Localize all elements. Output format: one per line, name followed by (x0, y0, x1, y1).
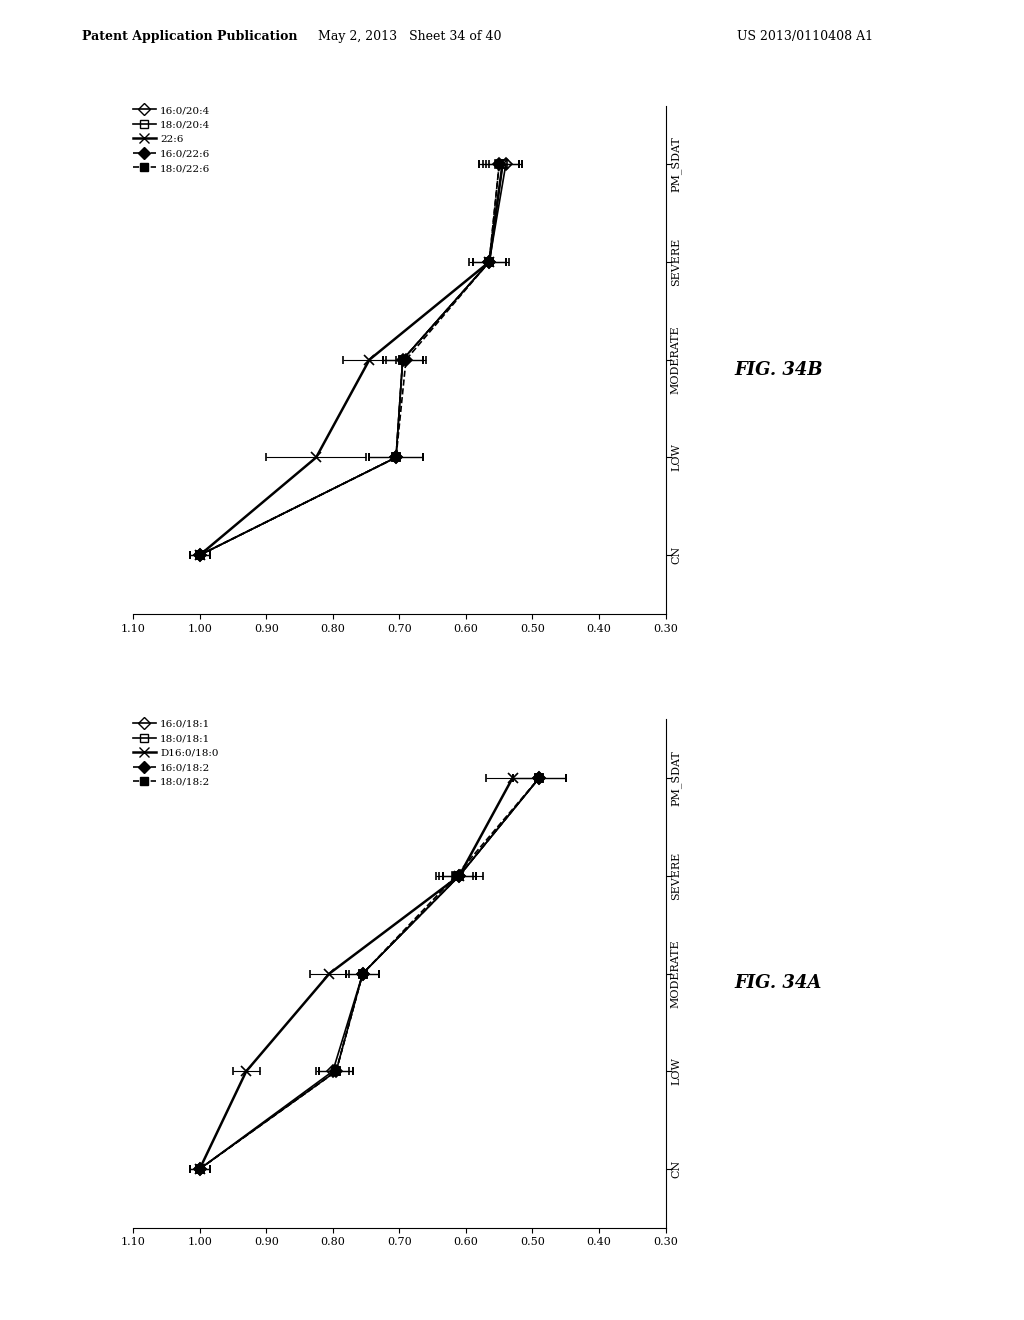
Text: MODERATE: MODERATE (671, 940, 681, 1007)
Legend: 16:0/18:1, 18:0/18:1, D16:0/18:0, 16:0/18:2, 18:0/18:2: 16:0/18:1, 18:0/18:1, D16:0/18:0, 16:0/1… (133, 719, 218, 787)
Text: May 2, 2013   Sheet 34 of 40: May 2, 2013 Sheet 34 of 40 (317, 30, 502, 44)
Text: SEVERE: SEVERE (671, 851, 681, 900)
Text: FIG. 34A: FIG. 34A (734, 974, 822, 993)
Text: CN: CN (671, 546, 681, 564)
Text: CN: CN (671, 1160, 681, 1177)
Text: US 2013/0110408 A1: US 2013/0110408 A1 (737, 30, 873, 44)
Text: LOW: LOW (671, 444, 681, 471)
Text: MODERATE: MODERATE (671, 326, 681, 393)
Text: PM_SDAT: PM_SDAT (671, 750, 682, 807)
Text: PM_SDAT: PM_SDAT (671, 136, 682, 193)
Text: SEVERE: SEVERE (671, 238, 681, 286)
Text: FIG. 34B: FIG. 34B (734, 360, 822, 379)
Text: LOW: LOW (671, 1057, 681, 1085)
Text: Patent Application Publication: Patent Application Publication (82, 30, 297, 44)
Legend: 16:0/20:4, 18:0/20:4, 22:6, 16:0/22:6, 18:0/22:6: 16:0/20:4, 18:0/20:4, 22:6, 16:0/22:6, 1… (133, 106, 210, 173)
